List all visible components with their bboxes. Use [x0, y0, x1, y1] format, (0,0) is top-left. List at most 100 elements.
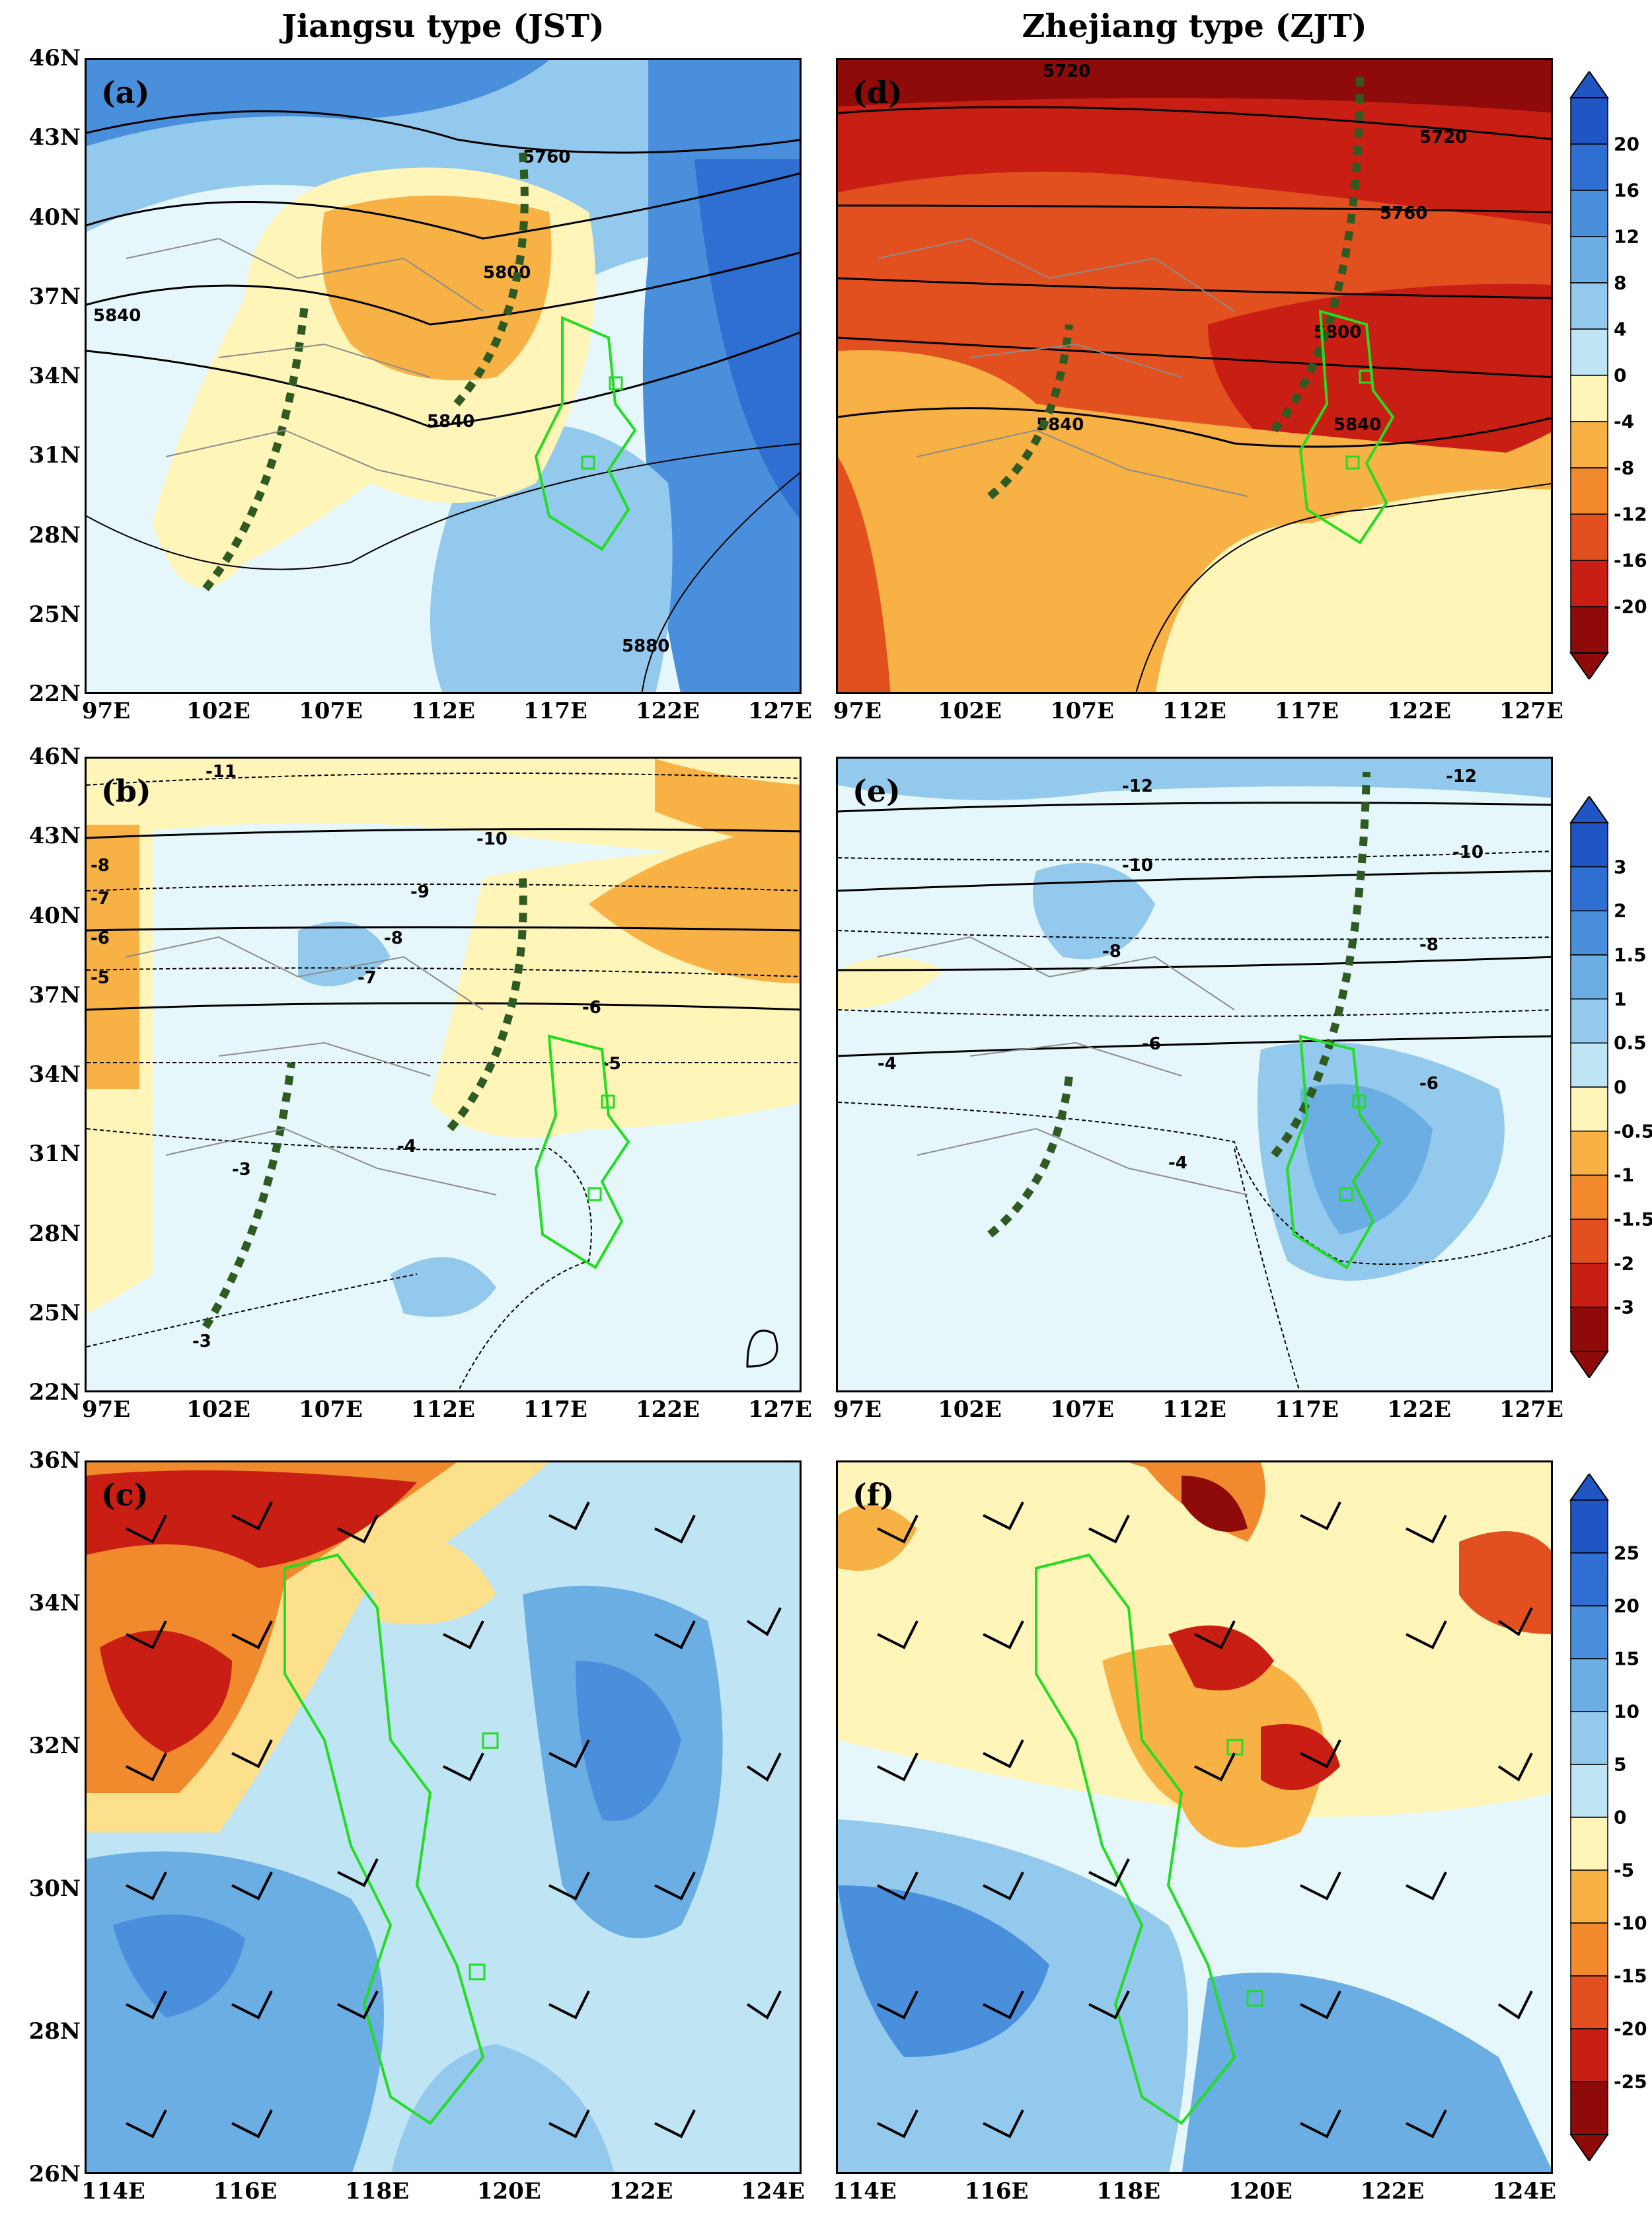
lat-tick-label: 40N: [28, 902, 81, 929]
colorbar-tick-label: 4: [1614, 318, 1627, 340]
panel-a-map: 5760 5800 5840 5840 5880: [87, 60, 800, 692]
colorbar-swatch: [1570, 236, 1608, 283]
contour-label: -5: [91, 968, 110, 988]
colorbar-tick-label: 5: [1614, 1753, 1627, 1776]
colorbar-tick-label: 2: [1614, 899, 1627, 922]
lat-tick-label: 31N: [28, 442, 81, 469]
contour-label: -10: [1452, 843, 1483, 862]
contour-label: 5880: [622, 636, 669, 656]
lat-tick-label: 22N: [28, 1379, 81, 1406]
lat-tick-label: 28N: [28, 2018, 81, 2045]
lat-tick-label: 34N: [28, 1061, 81, 1088]
contour-label: -11: [206, 762, 237, 782]
colorbar-tick-label: 0.5: [1614, 1032, 1647, 1054]
colorbar-swatch: [1570, 1174, 1608, 1220]
colorbar-swatch: [1570, 2028, 1608, 2082]
lon-tick-label: 122E: [636, 698, 700, 724]
lat-tick-label: 37N: [28, 981, 81, 1008]
lat-tick-label: 46N: [28, 743, 81, 770]
lon-tick-label: 117E: [523, 698, 587, 724]
colorbar-swatch: [1570, 910, 1608, 956]
panel-a: 5760 5800 5840 5840 5880 (a): [85, 58, 802, 694]
lon-tick-label: 112E: [411, 1396, 475, 1423]
colorbar-swatch: [1570, 1262, 1608, 1308]
lat-tick-label: 25N: [28, 1299, 81, 1326]
lon-tick-label: 127E: [747, 1396, 812, 1423]
colorbar-tick-label: 12: [1614, 225, 1639, 248]
lon-tick-label: 102E: [938, 698, 1002, 724]
lon-tick-label: 127E: [747, 698, 812, 724]
lon-tick-label: 102E: [186, 1396, 250, 1423]
colorbar-tick-label: -1.5: [1614, 1208, 1652, 1230]
colorbar-middle: [1569, 795, 1609, 1379]
lon-tick-label: 97E: [81, 1396, 131, 1423]
colorbar-bottom: [1569, 1472, 1609, 2162]
wind-barbs: [126, 1501, 782, 2138]
colorbar-swatch: [1570, 190, 1608, 237]
right-column-title: Zhejiang type (ZJT): [1022, 8, 1367, 45]
lon-tick-label: 112E: [411, 698, 475, 724]
contour-label: -4: [1168, 1153, 1187, 1173]
colorbar-arrow-bottom: [1569, 2134, 1609, 2162]
lat-tick-label: 37N: [28, 283, 81, 310]
contour-label: 5840: [1333, 415, 1381, 435]
lon-tick-label: 112E: [1162, 1396, 1226, 1423]
lon-tick-label: 124E: [741, 2178, 806, 2205]
lon-tick-label: 102E: [186, 698, 250, 724]
lat-tick-label: 36N: [28, 1447, 81, 1474]
lon-tick-label: 127E: [1499, 1396, 1563, 1423]
colorbar-tick-label: 10: [1614, 1700, 1639, 1723]
colorbar-tick-label: 8: [1614, 272, 1627, 294]
lat-tick-label: 43N: [28, 124, 81, 151]
contour-label: -7: [357, 968, 377, 988]
lon-tick-label: 116E: [964, 2178, 1029, 2205]
colorbar-tick-label: -5: [1614, 1859, 1635, 1881]
lon-tick-label: 107E: [1050, 698, 1114, 724]
contour-label: -6: [91, 928, 110, 948]
colorbar-swatch: [1570, 97, 1608, 145]
colorbar-swatch: [1570, 1922, 1608, 1977]
lon-tick-label: 117E: [523, 1396, 587, 1423]
colorbar-swatch: [1570, 1711, 1608, 1765]
contour-label: -9: [410, 882, 430, 902]
lat-tick-label: 30N: [28, 1875, 81, 1902]
colorbar-swatch: [1570, 1042, 1608, 1088]
lat-tick-label: 32N: [28, 1733, 81, 1759]
colorbar-tick-label: -20: [1614, 595, 1647, 618]
colorbar-swatch: [1570, 513, 1608, 561]
colorbar-swatch: [1570, 1306, 1608, 1352]
colorbar-tick-label: 16: [1614, 179, 1639, 202]
panel-label: (f): [852, 1477, 895, 1513]
colorbar-tick-label: 20: [1614, 133, 1639, 155]
colorbar-swatch: [1570, 1552, 1608, 1606]
panel-label: (a): [101, 75, 150, 110]
contour-label: -3: [232, 1160, 251, 1180]
lon-tick-label: 117E: [1275, 698, 1339, 724]
panel-b: -11 -10 -9 -8 -8 -7 -7 -6 -6 -5 -5 -4 -3…: [85, 757, 802, 1392]
colorbar-arrow-bottom: [1569, 1351, 1609, 1379]
lon-tick-label: 118E: [345, 2178, 410, 2205]
colorbar-swatch: [1570, 1817, 1608, 1871]
colorbar-arrow-top: [1569, 795, 1609, 823]
contour-label: 5760: [1380, 204, 1427, 223]
lon-tick-label: 107E: [299, 1396, 363, 1423]
contour-label: -7: [91, 889, 110, 909]
colorbar-swatch: [1570, 1130, 1608, 1176]
colorbar-swatch: [1570, 866, 1608, 912]
colorbar-tick-label: 20: [1614, 1595, 1639, 1617]
contour-label: -8: [91, 856, 110, 876]
lon-tick-label: 122E: [1360, 2178, 1425, 2205]
contour-label: -6: [582, 998, 601, 1018]
lon-tick-label: 112E: [1162, 698, 1226, 724]
colorbar-tick-label: -8: [1614, 457, 1635, 479]
colorbar-arrow-top: [1569, 70, 1609, 98]
lon-tick-label: 114E: [832, 2178, 897, 2205]
contour-label: -3: [192, 1332, 211, 1351]
colorbar-swatch: [1570, 282, 1608, 330]
colorbar-swatch: [1570, 606, 1608, 654]
colorbar-swatch: [1570, 1975, 1608, 2029]
lon-tick-label: 97E: [833, 1396, 882, 1423]
colorbar-tick-label: -15: [1614, 1965, 1647, 1987]
panel-c: (c): [85, 1460, 802, 2174]
lon-tick-label: 124E: [1492, 2178, 1557, 2205]
